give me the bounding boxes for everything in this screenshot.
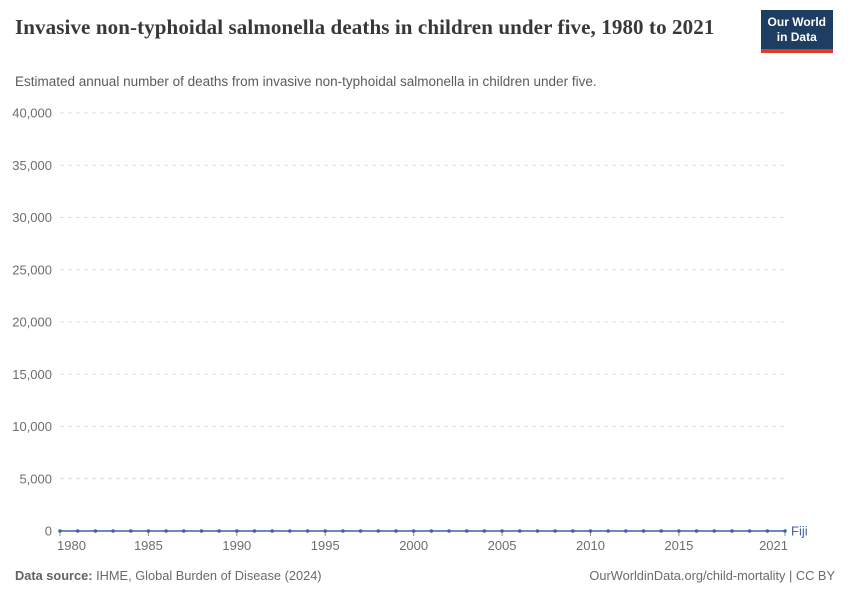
data-point xyxy=(517,529,522,533)
x-tick-label: 2021 xyxy=(759,538,788,553)
data-point xyxy=(553,529,557,533)
data-point xyxy=(358,529,363,533)
data-point xyxy=(164,529,168,533)
data-point xyxy=(500,529,504,533)
data-point xyxy=(128,529,133,533)
y-tick-label: 30,000 xyxy=(12,210,52,225)
y-tick-label: 25,000 xyxy=(12,262,52,277)
data-point xyxy=(199,529,204,533)
data-point xyxy=(111,529,115,533)
data-point xyxy=(146,529,151,533)
x-tick-label: 1990 xyxy=(222,538,251,553)
data-point xyxy=(659,529,664,533)
owid-logo-line1: Our World xyxy=(767,15,826,29)
line-chart-plot-area[interactable]: 0 5,000 10,000 15,000 20,000 25,000 30,000 35,0… xyxy=(0,100,850,560)
data-point xyxy=(535,529,540,533)
data-point xyxy=(447,529,451,533)
data-point xyxy=(588,529,593,533)
data-point xyxy=(394,529,398,533)
data-point xyxy=(730,529,734,533)
data-source-note: Data source: IHME, Global Burden of Dise… xyxy=(15,568,322,583)
data-point xyxy=(641,529,646,533)
y-tick-label: 15,000 xyxy=(12,367,52,382)
x-tick-label: 1995 xyxy=(311,538,340,553)
chart-footer: Data source: IHME, Global Burden of Dise… xyxy=(15,568,835,583)
x-tick-label: 1985 xyxy=(134,538,163,553)
data-point xyxy=(464,529,469,533)
data-point xyxy=(606,529,610,533)
series-label: Fiji xyxy=(791,524,808,539)
y-tick-label: 10,000 xyxy=(12,419,52,434)
data-point xyxy=(288,529,292,533)
data-point xyxy=(571,529,575,533)
data-point xyxy=(694,529,699,533)
y-tick-label: 0 xyxy=(45,524,52,539)
y-tick-label: 5,000 xyxy=(19,471,52,486)
x-tick-label: 2000 xyxy=(399,538,428,553)
data-point xyxy=(747,529,752,533)
data-point xyxy=(376,529,381,533)
data-point xyxy=(75,529,80,533)
x-tick-label: 2010 xyxy=(576,538,605,553)
chart-subtitle: Estimated annual number of deaths from i… xyxy=(15,74,597,89)
data-point xyxy=(765,529,770,533)
y-tick-label: 40,000 xyxy=(12,106,52,121)
data-point xyxy=(429,529,434,533)
data-point xyxy=(305,529,310,533)
data-point xyxy=(482,529,487,533)
data-point xyxy=(783,529,787,533)
data-point xyxy=(411,529,416,533)
data-point xyxy=(235,529,239,533)
data-point xyxy=(270,529,274,533)
chart-title: Invasive non-typhoidal salmonella deaths… xyxy=(15,15,715,39)
data-point xyxy=(341,529,345,533)
data-point xyxy=(712,529,717,533)
x-tick-label: 2005 xyxy=(488,538,517,553)
data-source-label: Data source: xyxy=(15,568,93,583)
data-point xyxy=(93,529,98,533)
owid-logo-line2: in Data xyxy=(776,30,817,44)
data-point xyxy=(323,529,328,533)
credit-link[interactable]: OurWorldinData.org/child-mortality | CC … xyxy=(589,568,835,583)
y-tick-label: 35,000 xyxy=(12,158,52,173)
data-point xyxy=(624,529,628,533)
data-point xyxy=(58,529,62,533)
owid-logo: Our World in Data xyxy=(760,10,833,53)
data-point xyxy=(217,529,221,533)
y-tick-label: 20,000 xyxy=(12,315,52,330)
x-tick-label: 1980 xyxy=(57,538,86,553)
data-point xyxy=(181,529,186,533)
data-point xyxy=(677,529,681,533)
x-tick-label: 2015 xyxy=(664,538,693,553)
data-source-value: IHME, Global Burden of Disease (2024) xyxy=(96,568,322,583)
data-point xyxy=(252,529,257,533)
